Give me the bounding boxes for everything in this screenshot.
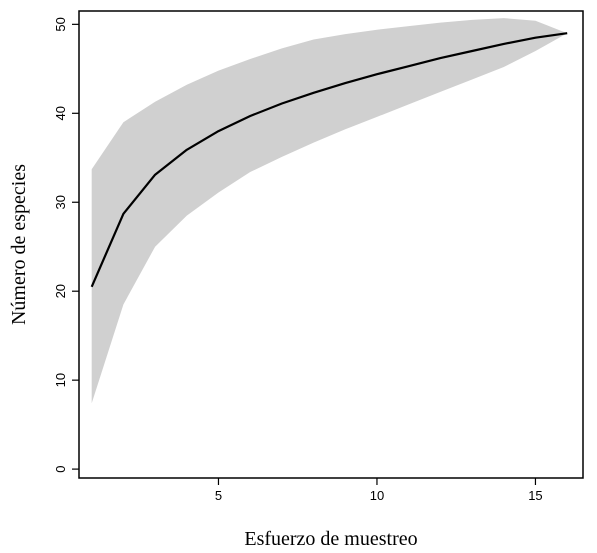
mean-line	[90, 32, 568, 288]
confidence-band	[91, 18, 568, 404]
x-tick-label: 10	[370, 488, 384, 503]
y-tick-label: 40	[53, 106, 68, 120]
y-tick-label: 20	[53, 284, 68, 298]
plot-frame	[78, 10, 584, 479]
y-tick-label: 30	[53, 195, 68, 209]
x-tick-label: 5	[215, 488, 222, 503]
y-tick-label: 50	[53, 17, 68, 31]
x-axis-title: Esfuerzo de muestreo	[244, 528, 417, 550]
y-tick-label: 10	[53, 373, 68, 387]
x-tick-label: 15	[528, 488, 542, 503]
y-axis: 0 10 20 30 40 50	[53, 17, 79, 473]
y-axis-title: Número de especies	[8, 164, 30, 325]
y-tick-label: 0	[53, 465, 68, 472]
x-axis: 5 10 15	[215, 478, 543, 503]
